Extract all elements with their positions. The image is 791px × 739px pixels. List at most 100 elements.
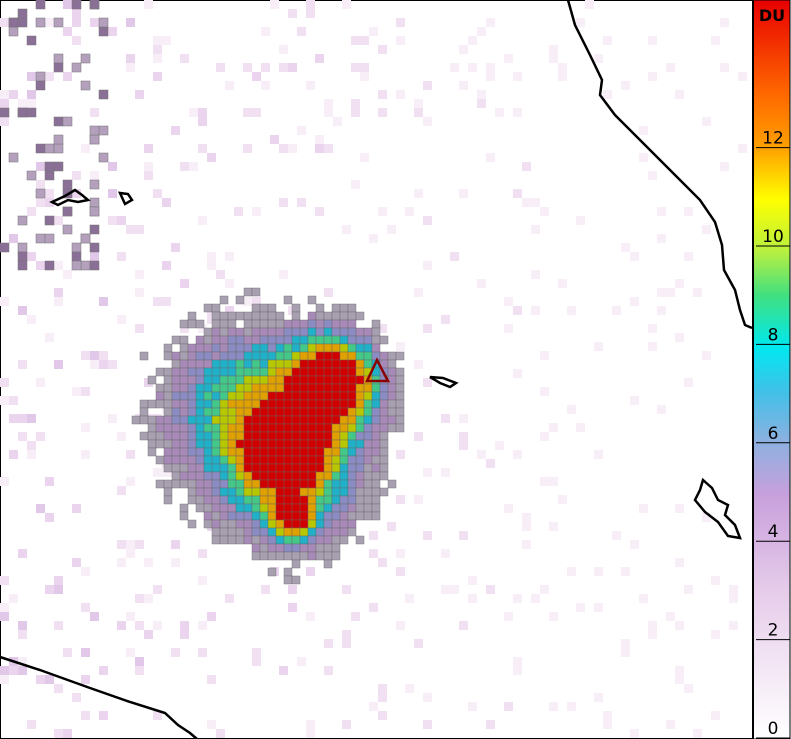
pixel (684, 207, 693, 216)
pixel (179, 335, 189, 345)
pixel (211, 375, 221, 385)
pixel (63, 27, 72, 36)
pixel (702, 117, 711, 126)
pixel (720, 18, 729, 27)
pixel (594, 450, 603, 459)
pixel (355, 479, 365, 489)
pixel (307, 359, 317, 369)
pixel (347, 479, 357, 489)
pixel (53, 53, 64, 64)
pixel (171, 391, 181, 401)
pixel (98, 17, 109, 28)
pixel (355, 375, 365, 385)
pixel (35, 17, 46, 28)
pixel (219, 391, 229, 401)
pixel (299, 479, 309, 489)
pixel (347, 415, 357, 425)
pixel (243, 511, 253, 521)
pixel (459, 441, 468, 450)
pixel (387, 479, 397, 489)
pixel (179, 479, 189, 489)
pixel (63, 0, 72, 9)
pixel (139, 431, 149, 441)
pixel (179, 447, 189, 457)
pixel (339, 391, 349, 401)
pixel (331, 487, 341, 497)
pixel (63, 648, 72, 657)
pixel (405, 684, 414, 693)
pixel (423, 378, 432, 387)
pixel (315, 399, 325, 409)
pixel (387, 399, 397, 409)
pixel (163, 479, 173, 489)
pixel (235, 391, 245, 401)
volcano-marker (365, 357, 391, 383)
pixel (342, 630, 351, 639)
pixel (235, 495, 245, 505)
pixel (227, 423, 237, 433)
pixel (180, 162, 189, 171)
pixel (35, 80, 46, 91)
pixel (576, 423, 585, 432)
pixel (180, 54, 189, 63)
pixel (259, 303, 269, 313)
pixel (126, 612, 135, 621)
pixel (243, 343, 253, 353)
pixel (180, 621, 189, 630)
pixel (299, 319, 309, 329)
pixel (267, 527, 277, 537)
pixel (363, 415, 373, 425)
pixel (195, 423, 205, 433)
pixel (203, 503, 213, 513)
pixel (144, 594, 153, 603)
pixel (576, 18, 585, 27)
pixel (187, 375, 197, 385)
pixel (355, 407, 365, 417)
pixel (315, 359, 325, 369)
pixel (307, 495, 317, 505)
pixel (163, 367, 173, 377)
pixel (531, 594, 540, 603)
pixel (227, 471, 237, 481)
pixel (235, 479, 245, 489)
pixel (283, 383, 293, 393)
pixel (355, 431, 365, 441)
pixel (395, 367, 405, 377)
pixel (163, 439, 173, 449)
pixel (363, 391, 373, 401)
pixel (459, 621, 468, 630)
pixel (36, 261, 45, 270)
pixel (235, 463, 245, 473)
pixel (90, 612, 99, 621)
pixel (371, 495, 381, 505)
pixel (315, 519, 325, 529)
pixel (8, 152, 19, 163)
pixel (227, 351, 237, 361)
pixel (36, 198, 45, 207)
pixel (267, 311, 277, 321)
pixel (131, 415, 141, 425)
pixel (347, 383, 357, 393)
pixel (675, 675, 684, 684)
pixel (259, 455, 269, 465)
pixel (558, 63, 567, 72)
pixel (396, 36, 405, 45)
pixel (155, 423, 165, 433)
pixel (275, 399, 285, 409)
pixel (211, 383, 221, 393)
pixel (235, 383, 245, 393)
pixel (729, 585, 738, 594)
pixel (315, 54, 324, 63)
pixel (291, 527, 301, 537)
pixel (62, 179, 73, 190)
pixel (45, 72, 54, 81)
pixel (395, 407, 405, 417)
pixel (291, 359, 301, 369)
pixel (283, 543, 293, 553)
pixel (331, 447, 341, 457)
pixel (283, 487, 293, 497)
pixel (299, 439, 309, 449)
pixel (275, 367, 285, 377)
pixel (144, 0, 153, 9)
pixel (235, 343, 245, 353)
